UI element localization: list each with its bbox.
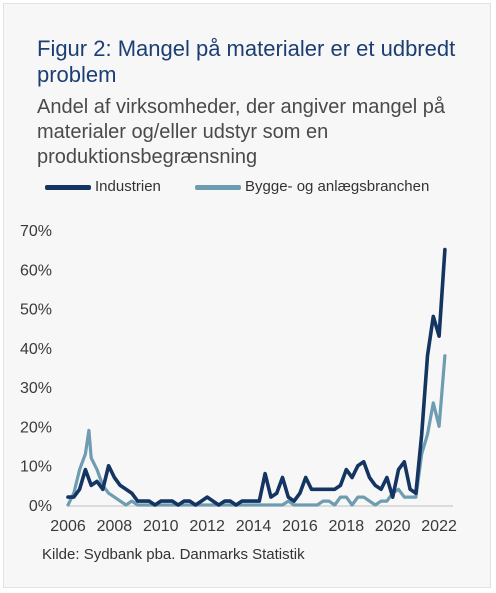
y-tick-label: 0% (29, 498, 52, 515)
x-tick-label: 2008 (97, 518, 133, 535)
series-line-bygge (66, 354, 447, 507)
x-tick-label: 2020 (375, 518, 411, 535)
legend-item-industrien: Industrien (45, 178, 161, 195)
y-tick-label: 60% (20, 262, 52, 279)
x-tick-label: 2022 (421, 518, 457, 535)
y-tick-label: 50% (20, 302, 52, 319)
legend-swatch-bygge (195, 184, 241, 190)
legend-item-bygge: Bygge- og anlægsbranchen (195, 178, 429, 195)
y-tick-label: 30% (20, 380, 52, 397)
x-tick-label: 2012 (189, 518, 225, 535)
y-tick-label: 70% (20, 223, 52, 240)
x-tick-label: 2014 (236, 518, 272, 535)
source-note: Kilde: Sydbank pba. Danmarks Statistik (42, 546, 305, 563)
legend-label-bygge: Bygge- og anlægsbranchen (245, 178, 430, 195)
chart-subtitle: Andel af virksomheder, der angiver mange… (37, 96, 446, 168)
chart-title: Figur 2: Mangel på materialer er et udbr… (37, 36, 456, 87)
series-line-industrien (66, 247, 447, 507)
legend-label-industrien: Industrien (95, 178, 161, 195)
y-tick-label: 10% (20, 459, 52, 476)
x-tick-label: 2016 (282, 518, 318, 535)
y-tick-label: 40% (20, 341, 52, 358)
x-tick-label: 2006 (50, 518, 86, 535)
x-tick-label: 2010 (143, 518, 179, 535)
legend-swatch-industrien (45, 184, 91, 190)
y-tick-label: 20% (20, 419, 52, 436)
x-tick-label: 2018 (329, 518, 365, 535)
